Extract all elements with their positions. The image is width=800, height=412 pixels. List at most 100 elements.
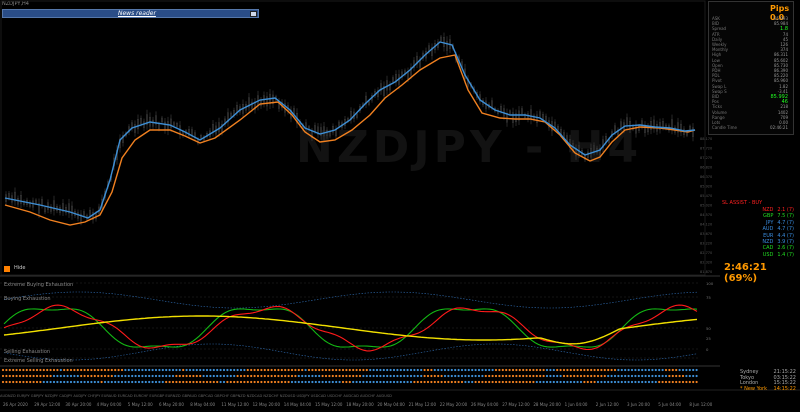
candle-body: [392, 77, 394, 83]
signal-dot: [678, 368, 681, 372]
signal-dot: [243, 374, 246, 378]
signal-dot: [593, 368, 596, 372]
date-tick: 26 Apr 2020: [3, 402, 28, 407]
signal-dot: [617, 374, 620, 378]
signal-dot: [528, 368, 532, 372]
candle-body: [506, 112, 508, 123]
signal-dot: [5, 380, 8, 384]
signal-dot: [127, 374, 130, 378]
signal-dot: [685, 380, 688, 384]
signal-dot: [505, 380, 508, 384]
signal-dot: [46, 374, 49, 378]
signal-dot: [440, 374, 443, 378]
signal-dot: [63, 380, 66, 384]
signal-dot: [107, 374, 110, 378]
candle-body: [602, 139, 604, 149]
signal-dot: [641, 380, 644, 384]
signal-dot: [76, 374, 79, 378]
signal-dot: [494, 380, 498, 384]
signal-dot: [294, 368, 297, 372]
news-reader-label[interactable]: News reader: [118, 10, 156, 17]
signal-dot: [318, 380, 321, 384]
signal-dot: [586, 374, 589, 378]
signal-dot: [212, 380, 215, 384]
candle-body: [305, 122, 307, 130]
signal-dot: [630, 368, 634, 372]
candle-body: [161, 117, 163, 123]
signal-dot: [267, 368, 270, 372]
signal-dot: [413, 380, 416, 384]
candle-body: [443, 37, 445, 47]
candle-body: [332, 126, 334, 133]
signal-dot: [12, 368, 15, 372]
signal-dot: [396, 368, 399, 372]
signal-dot: [678, 380, 681, 384]
hide-label[interactable]: Hide: [14, 265, 26, 271]
signal-dot: [114, 380, 117, 384]
signal-dot: [647, 368, 651, 372]
candle-body: [266, 96, 268, 107]
signal-dot: [348, 368, 351, 372]
signal-dot: [447, 374, 450, 378]
signal-dot: [290, 368, 294, 372]
signal-dot: [331, 380, 334, 384]
date-tick: 3 Jun 20:00: [627, 402, 650, 407]
signal-dot: [515, 374, 518, 378]
signal-dot: [15, 374, 18, 378]
signal-dot: [341, 380, 345, 384]
price-tick: 82.770: [700, 251, 712, 255]
signal-dot: [59, 380, 62, 384]
signal-dot: [93, 368, 96, 372]
indicator-zone-label: Extreme Buying Exhaustion: [4, 282, 74, 288]
signal-dot: [695, 368, 698, 372]
candle-body: [176, 123, 178, 127]
signal-dot: [209, 374, 212, 378]
signal-dot: [185, 374, 188, 378]
signal-dot: [80, 368, 83, 372]
signal-dot: [413, 374, 416, 378]
signal-dot: [430, 374, 433, 378]
signal-dot: [688, 380, 691, 384]
signal-dot: [379, 380, 382, 384]
signal-dot: [552, 368, 555, 372]
signal-dot: [460, 380, 464, 384]
news-window-icon[interactable]: [250, 11, 257, 17]
signal-dot: [654, 374, 657, 378]
signal-dot: [511, 374, 515, 378]
date-tick: 14 May 04:00: [283, 402, 312, 407]
signal-dot: [233, 368, 236, 372]
currency-strength-row: NZD 3.9 (7): [762, 239, 794, 245]
signal-dot: [49, 380, 52, 384]
candle-body: [338, 121, 340, 127]
signal-dot: [348, 374, 351, 378]
date-tick: 4 May 04:00: [96, 402, 122, 407]
indicator-zone-label: Extreme Selling Exhaustion: [4, 358, 73, 364]
signal-dot: [688, 374, 691, 378]
hide-button[interactable]: [4, 266, 10, 272]
signal-dot: [450, 368, 453, 372]
signal-dot: [474, 374, 477, 378]
signal-dot: [545, 368, 549, 372]
signal-dot: [477, 380, 481, 384]
signal-dot: [556, 380, 559, 384]
signal-dot: [263, 380, 266, 384]
signal-dot: [59, 374, 62, 378]
signal-dot: [239, 380, 243, 384]
signal-dot: [685, 374, 688, 378]
signal-dot: [420, 368, 423, 372]
signal-dot: [22, 368, 25, 372]
signal-dot: [545, 374, 549, 378]
signal-dot: [267, 374, 270, 378]
info-row: PDH 86.390: [712, 68, 788, 73]
symbol-strip[interactable]: AUDNZD EURJPY GBPJPY NZDJPY CADJPY AUDJP…: [0, 394, 392, 398]
signal-dot: [399, 374, 402, 378]
news-reader-bar[interactable]: News reader: [2, 9, 259, 18]
signal-dot: [35, 374, 39, 378]
date-axis: 26 Apr 2020 29 Apr 12:00 30 Apr 20:00 4 May…: [0, 402, 720, 410]
signal-dot: [399, 368, 402, 372]
signal-dot: [600, 368, 603, 372]
signal-dot: [695, 374, 698, 378]
indicator-axis: 100 75 50 25 0: [706, 281, 714, 352]
